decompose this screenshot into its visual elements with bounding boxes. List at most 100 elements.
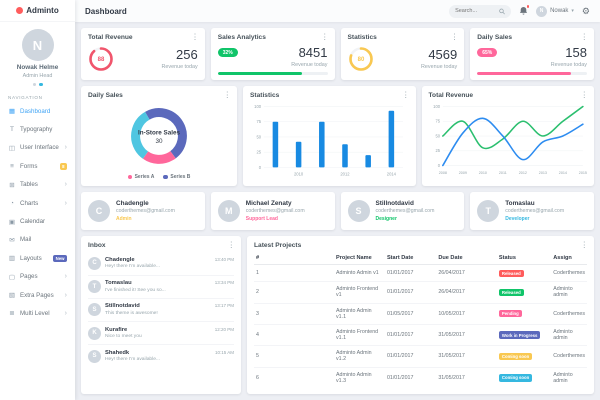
sidebar-item[interactable]: ≡ Forms 8 — [0, 157, 75, 175]
sidebar-item[interactable]: ▢ Pages › — [0, 268, 75, 286]
sidebar-item-icon: ◔ — [10, 199, 14, 207]
column-header[interactable]: # — [254, 251, 334, 266]
inbox-message[interactable]: S Stillnotdavid This theme is awesome! 1… — [88, 299, 234, 322]
sidebar-item[interactable]: ◫ User Interface › — [0, 139, 75, 157]
status-dot-gray[interactable] — [32, 82, 36, 86]
sidebar-item[interactable]: ▥ Layouts New — [0, 249, 75, 267]
sidebar-item[interactable]: T Typography — [0, 120, 75, 138]
member-avatar[interactable]: C — [88, 200, 110, 223]
column-header[interactable]: Status — [496, 251, 552, 266]
status-dot-blue[interactable] — [39, 82, 43, 86]
card-menu-icon[interactable]: ⋮ — [223, 89, 232, 99]
inbox-message[interactable]: K Kurafire Nice to meet you 12:20 PM — [88, 322, 234, 346]
inbox-card: Inbox ⋮ C Chadengle Hey! there I'm avail… — [81, 236, 241, 394]
stat-gauge: 80 — [348, 46, 374, 72]
sidebar-item[interactable]: ≣ Multi Level › — [0, 304, 75, 322]
inbox-list: C Chadengle Hey! there I'm available... … — [88, 252, 234, 367]
table-header-row: # Project Name Start Date Due Date Status Ass… — [254, 251, 587, 266]
sidebar-item[interactable]: ▣ Calendar — [0, 212, 75, 230]
user-menu[interactable]: N Nowak ▾ — [536, 5, 574, 17]
sidebar-item[interactable]: ▦ Dashboard — [0, 102, 75, 120]
member: M Michael Zenaty coderthemes@gmail.com S… — [217, 200, 305, 223]
project-assign: Adminto admin — [553, 371, 573, 384]
card-title: Daily Sales — [88, 91, 123, 99]
daily-sales-donut-chart: In-Store Sales 30 — [88, 99, 230, 174]
member-avatar[interactable]: S — [347, 200, 370, 223]
sender-name: Tomaslau — [105, 280, 132, 287]
sidebar-item[interactable]: ✉ Mail — [0, 231, 75, 249]
inbox-message[interactable]: C Chadengle Hey! there I'm available... … — [88, 252, 234, 276]
user-avatar[interactable]: N — [21, 29, 54, 61]
project-name[interactable]: Adminto Frontend v1.1 — [334, 324, 385, 347]
svg-text:50: 50 — [435, 133, 440, 138]
column-header[interactable]: Due Date — [436, 251, 497, 266]
donut-legend: Series A Series B — [88, 174, 230, 180]
inbox-message[interactable]: S Shahedk Hey! there I'm available... 10… — [88, 345, 234, 367]
column-header[interactable]: Start Date — [384, 251, 437, 266]
card-menu-icon[interactable]: ⋮ — [580, 240, 589, 250]
sidebar-item[interactable]: ▧ Extra Pages › — [0, 286, 75, 304]
project-name[interactable]: Adminto Admin v1 — [334, 264, 385, 283]
column-header[interactable]: Project Name — [334, 251, 385, 266]
search-icon[interactable] — [499, 8, 505, 15]
stat-body: 65% 158 Revenue today — [477, 46, 587, 68]
svg-text:75: 75 — [256, 119, 261, 124]
card-menu-icon[interactable]: ⋮ — [580, 32, 589, 41]
settings-icon[interactable]: ⚙ — [581, 5, 590, 16]
app-logo[interactable]: Adminto — [0, 0, 75, 22]
nav-badge: 8 — [59, 162, 67, 170]
member-avatar[interactable]: T — [477, 200, 500, 223]
card-menu-icon[interactable]: ⋮ — [580, 89, 589, 99]
svg-text:2010: 2010 — [294, 171, 304, 176]
member-name: Tomaslau — [505, 200, 535, 208]
message-excerpt: This theme is awesome! — [105, 310, 158, 316]
card-menu-icon[interactable]: ⋮ — [402, 89, 410, 99]
card-menu-icon[interactable]: ⋮ — [227, 240, 236, 250]
project-assign: Adminto admin — [551, 324, 587, 347]
svg-text:0: 0 — [259, 164, 262, 169]
message-time: 13:17 PM — [214, 303, 234, 309]
project-name[interactable]: Adminto Frontend v1 — [334, 281, 385, 304]
svg-text:2011: 2011 — [498, 170, 506, 174]
stat-card: Daily Sales ⋮ 65% 158 Revenue today — [470, 28, 594, 80]
chevron-right-icon: › — [64, 199, 67, 207]
card-menu-icon[interactable]: ⋮ — [191, 32, 199, 41]
table-row: 2 Adminto Frontend v1 01/01/2017 26/04/2… — [254, 281, 587, 304]
card-menu-icon[interactable]: ⋮ — [321, 32, 329, 41]
sidebar-item-icon: ▢ — [8, 273, 16, 281]
charts-row: Daily Sales ⋮ In-Store Sales 30 Series A — [81, 85, 594, 186]
member-card: C Chadengle coderthemes@gmail.com Admin — [81, 191, 205, 231]
message-time: 13:34 PM — [214, 280, 234, 286]
notifications-button[interactable] — [519, 4, 531, 16]
member-email: coderthemes@gmail.com — [245, 208, 305, 215]
sidebar-item[interactable]: ◔ Charts › — [0, 194, 75, 212]
sender-avatar: K — [88, 326, 101, 340]
search-input[interactable] — [455, 8, 499, 14]
statistics-card: Statistics ⋮ 0 25 50 75 100 2010 2012 2014 — [243, 85, 416, 186]
sidebar-item-label: Forms — [20, 162, 38, 170]
project-name[interactable]: Adminto Admin v1.2 — [334, 345, 385, 368]
project-start-date: 01/01/2017 — [384, 264, 437, 283]
svg-text:2015: 2015 — [578, 170, 586, 174]
sidebar-item-icon: ✉ — [9, 236, 15, 244]
project-status-cell: Work in Progress — [496, 324, 552, 347]
stat-gauge: 88 — [88, 46, 114, 72]
project-num: 5 — [254, 345, 334, 368]
sidebar-item-label: Pages — [20, 273, 38, 281]
inbox-message[interactable]: T Tomaslau I've finished it! See you so.… — [88, 276, 234, 299]
sender-name: Shahedk — [105, 349, 130, 356]
member-name: Michael Zenaty — [245, 200, 292, 208]
card-title: Daily Sales — [477, 34, 513, 41]
status-badge: Pending — [498, 310, 522, 318]
card-menu-icon[interactable]: ⋮ — [450, 32, 459, 41]
project-name[interactable]: Adminto Admin v1.3 — [336, 371, 372, 384]
table-row: 1 Adminto Admin v1 01/01/2017 26/04/2017… — [254, 264, 587, 283]
stat-value: 4569 — [428, 47, 458, 63]
column-header[interactable]: Assign — [551, 251, 587, 266]
bottom-row: Inbox ⋮ C Chadengle Hey! there I'm avail… — [81, 236, 594, 394]
member-avatar[interactable]: M — [217, 200, 240, 223]
sidebar-item[interactable]: ⊞ Tables › — [0, 176, 75, 194]
project-name[interactable]: Adminto Admin v1.1 — [334, 303, 385, 325]
user-status-dots — [0, 82, 75, 86]
